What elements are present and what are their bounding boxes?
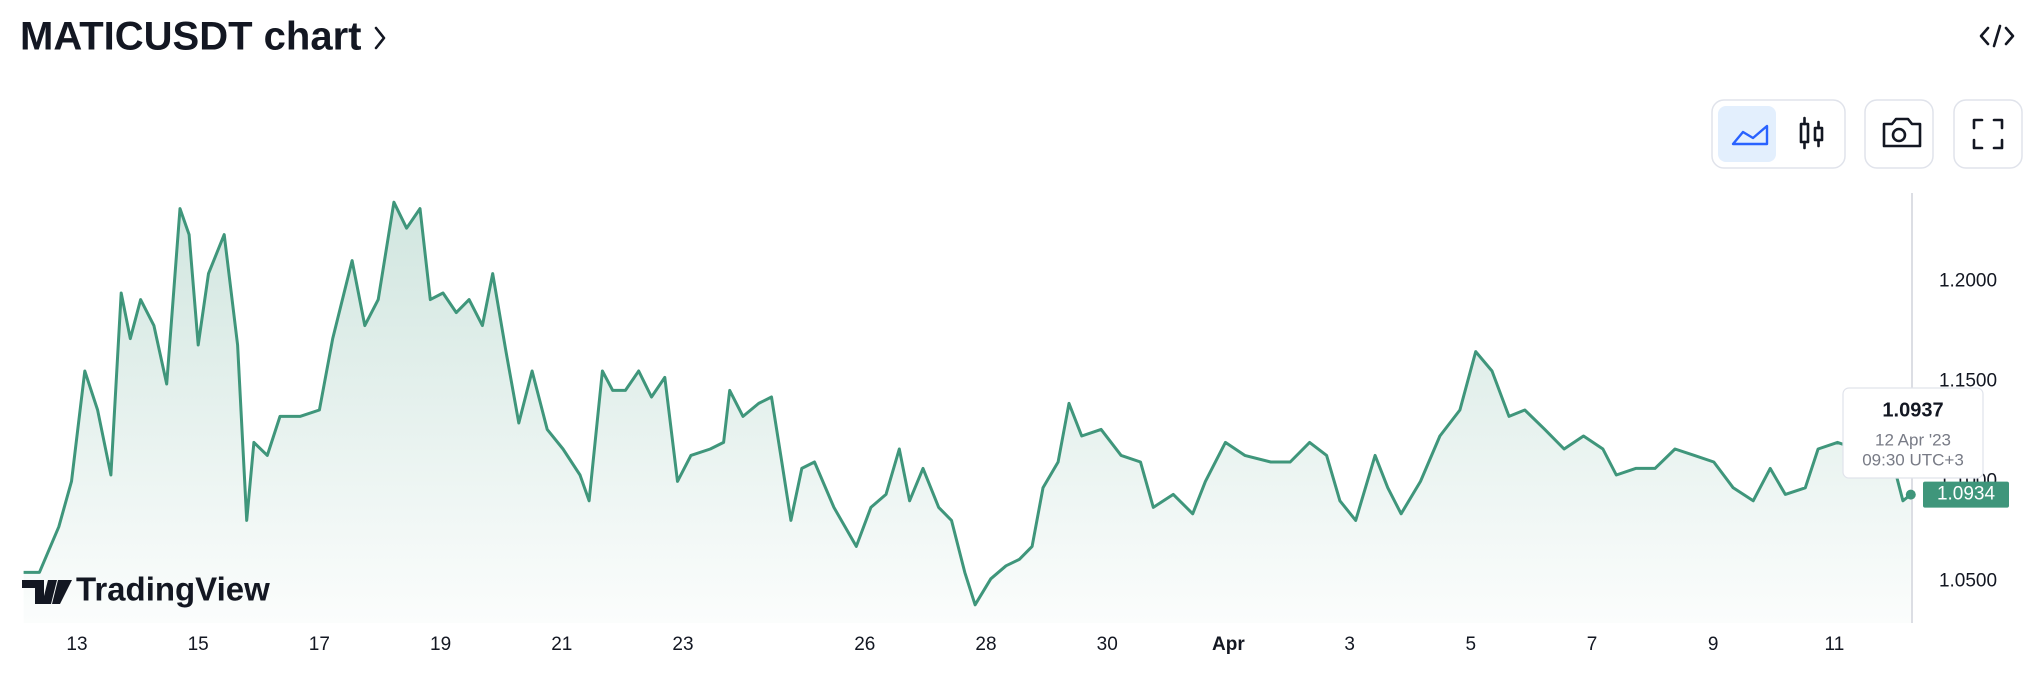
x-tick-label: 11: [1825, 634, 1845, 655]
x-tick-label: 3: [1344, 634, 1355, 655]
brand: TradingView: [76, 571, 270, 608]
y-tick-label: 1.2000: [1939, 270, 1997, 291]
x-tick-label: 28: [975, 634, 996, 655]
chart-title[interactable]: MATICUSDT chart: [20, 15, 361, 59]
tooltip-box: [1842, 387, 1984, 479]
x-tick-label: 13: [66, 634, 87, 655]
price-line: [23, 200, 1912, 607]
x-tick-label: 23: [672, 634, 693, 655]
logo: TradingView: [22, 571, 270, 608]
fullscreen-button[interactable]: [1953, 99, 2023, 169]
tooltip-time: 09:30 UTC+3: [1862, 450, 1964, 469]
y-tick-label: 1.1500: [1939, 370, 1997, 391]
x-tick-label: 17: [309, 634, 330, 655]
tooltip-date: 12 Apr '23: [1875, 430, 1951, 449]
y-tick-label: 1.0500: [1939, 570, 1997, 591]
last-point: [1905, 489, 1916, 500]
title-arrow[interactable]: [374, 26, 386, 50]
x-tick-label: 30: [1097, 634, 1118, 655]
x-tick-label: 9: [1708, 634, 1719, 655]
x-tick-label: 5: [1466, 634, 1477, 655]
chart-style-group: [1711, 99, 1846, 169]
area-icon: [1731, 124, 1769, 146]
x-tick-label: 15: [188, 634, 209, 655]
price-tag-label: 1.0934: [1937, 484, 1996, 505]
x-tick-label: 26: [854, 634, 875, 655]
price-tag: [1923, 481, 2009, 508]
tooltip-value: 1.0937: [1882, 399, 1943, 421]
candle-style-button[interactable]: [1799, 116, 1824, 150]
area-fill: [23, 202, 1911, 623]
embed-button[interactable]: [1979, 24, 2015, 48]
x-tick-label: 19: [430, 634, 451, 655]
x-tick-label: 7: [1587, 634, 1598, 655]
x-tick-label: Apr: [1212, 634, 1245, 655]
screenshot-button[interactable]: [1864, 99, 1934, 169]
x-tick-label: 21: [551, 634, 572, 655]
